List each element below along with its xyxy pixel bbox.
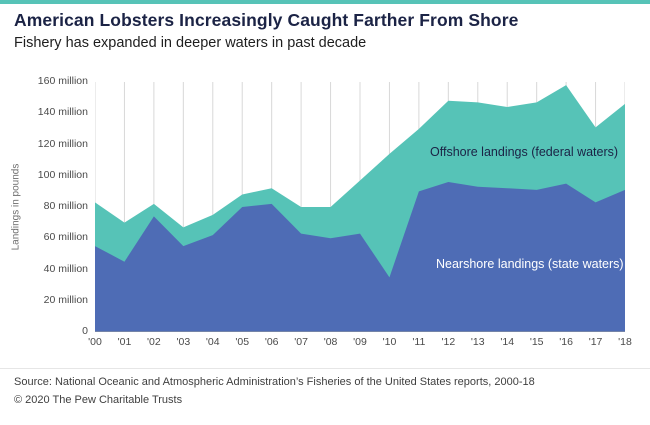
x-tick-label: '01 — [117, 336, 132, 348]
x-tick-label: '06 — [264, 336, 279, 348]
source-text: Source: National Oceanic and Atmospheric… — [14, 376, 535, 388]
x-tick-label: '02 — [147, 336, 161, 348]
x-tick-label: '05 — [235, 336, 250, 348]
y-tick-label: 0 — [82, 325, 88, 337]
x-tick-label: '07 — [294, 336, 308, 348]
x-tick-label: '10 — [382, 336, 397, 348]
offshore-series-label: Offshore landings (federal waters) — [430, 145, 619, 159]
x-tick-label: '15 — [529, 336, 544, 348]
x-tick-label: '18 — [618, 336, 632, 348]
chart-subtitle: Fishery has expanded in deeper waters in… — [14, 35, 367, 51]
top-accent-bar — [0, 0, 650, 4]
x-tick-label: '04 — [205, 336, 220, 348]
y-tick-label: 20 million — [43, 293, 88, 306]
footer-divider — [0, 368, 650, 369]
y-tick-label: 160 million — [37, 75, 88, 87]
x-tick-label: '16 — [559, 336, 573, 348]
x-tick-label: '09 — [353, 336, 367, 348]
x-tick-label: '12 — [441, 336, 456, 348]
copyright-text: © 2020 The Pew Charitable Trusts — [14, 394, 183, 406]
stacked-area-plot — [95, 82, 625, 332]
y-tick-label: 60 million — [43, 231, 88, 244]
x-tick-label: '13 — [470, 336, 485, 348]
y-tick-label: 80 million — [43, 200, 88, 212]
nearshore-area — [95, 182, 625, 332]
x-tick-label: '11 — [412, 336, 426, 348]
y-tick-label: 120 million — [37, 137, 88, 150]
x-tick-label: '17 — [588, 336, 603, 348]
nearshore-series-label: Nearshore landings (state waters) — [436, 257, 624, 271]
y-tick-label: 100 million — [37, 168, 88, 181]
x-tick-label: '08 — [323, 336, 338, 348]
x-tick-label: '14 — [500, 336, 515, 348]
y-tick-label: 40 million — [43, 262, 88, 275]
chart-title: American Lobsters Increasingly Caught Fa… — [14, 10, 519, 30]
x-tick-label: '03 — [176, 336, 191, 348]
x-tick-label: '00 — [88, 336, 102, 348]
y-tick-label: 140 million — [37, 106, 88, 119]
